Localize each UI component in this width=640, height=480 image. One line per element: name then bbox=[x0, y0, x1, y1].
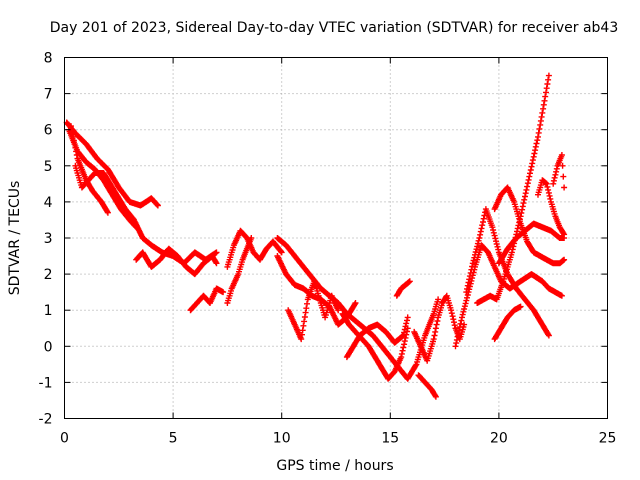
plus-marker-track bbox=[491, 184, 568, 267]
y-tick-label: 5 bbox=[44, 159, 53, 175]
axis-ticks: 0 5 10 15 20 25 -2 -1 0 1 2 3 4 5 6 7 8 bbox=[39, 51, 617, 447]
series-track-14 bbox=[393, 278, 413, 299]
plus-marker-track bbox=[491, 303, 524, 343]
y-tick-label: 1 bbox=[44, 303, 53, 319]
series-track-24 bbox=[491, 303, 524, 343]
plus-marker-track bbox=[63, 119, 161, 209]
series-track-16 bbox=[415, 372, 439, 400]
chart-title: Day 201 of 2023, Sidereal Day-to-day VTE… bbox=[50, 20, 619, 36]
x-tick-label: 20 bbox=[490, 431, 508, 447]
plus-marker-track bbox=[535, 177, 568, 238]
y-tick-label: 0 bbox=[44, 339, 53, 355]
x-tick-label: 25 bbox=[599, 431, 617, 447]
series-track-12 bbox=[339, 310, 411, 382]
plus-marker-track bbox=[224, 227, 285, 270]
y-tick-label: 7 bbox=[44, 87, 53, 103]
plus-marker-track bbox=[133, 245, 220, 278]
series-track-11 bbox=[285, 278, 342, 343]
plus-marker-track bbox=[343, 314, 411, 361]
series-track-1 bbox=[63, 119, 161, 209]
data-points bbox=[63, 72, 568, 400]
plus-marker-track bbox=[415, 372, 439, 400]
plus-marker-track bbox=[187, 285, 227, 314]
plus-marker-track bbox=[463, 206, 552, 339]
series-track-23 bbox=[550, 152, 568, 191]
y-tick-label: -1 bbox=[39, 375, 53, 391]
y-axis-label: SDTVAR / TECUs bbox=[7, 181, 23, 296]
x-tick-label: 15 bbox=[381, 431, 399, 447]
y-tick-label: 6 bbox=[44, 123, 53, 139]
series-track-21 bbox=[495, 220, 568, 267]
x-tick-label: 0 bbox=[60, 431, 69, 447]
y-tick-label: 2 bbox=[44, 267, 53, 283]
plus-marker-track bbox=[495, 220, 568, 267]
series-track-20 bbox=[491, 184, 568, 267]
series-track-6 bbox=[187, 285, 227, 314]
series-track-5 bbox=[133, 245, 220, 278]
x-tick-label: 5 bbox=[169, 431, 178, 447]
plus-marker-track bbox=[393, 278, 413, 299]
y-tick-label: 3 bbox=[44, 231, 53, 247]
y-tick-label: -2 bbox=[39, 412, 53, 428]
x-axis-label: GPS time / hours bbox=[276, 458, 393, 474]
y-tick-label: 8 bbox=[44, 51, 53, 67]
plus-marker-track bbox=[224, 235, 255, 306]
series-track-22 bbox=[535, 177, 568, 238]
plus-marker-track bbox=[285, 278, 342, 343]
series-track-8 bbox=[224, 235, 255, 306]
series-track-18 bbox=[463, 206, 552, 339]
series-track-13 bbox=[343, 314, 411, 361]
y-tick-label: 4 bbox=[44, 195, 53, 211]
series-track-19 bbox=[474, 72, 552, 306]
plus-marker-track bbox=[550, 152, 568, 191]
plus-marker-track bbox=[339, 310, 411, 382]
plus-marker-track bbox=[474, 72, 552, 306]
x-tick-label: 10 bbox=[273, 431, 291, 447]
series-track-7 bbox=[224, 227, 285, 270]
